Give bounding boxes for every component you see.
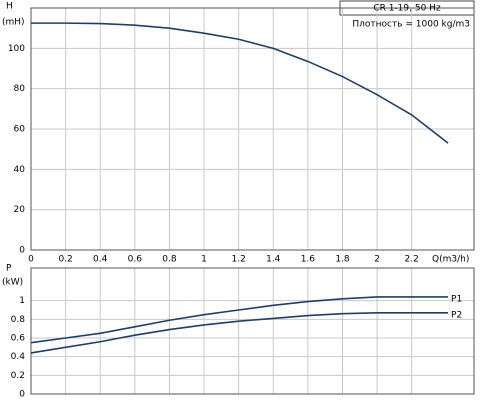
y-axis-unit: (mH) xyxy=(2,18,25,28)
y-tick-label: 0.2 xyxy=(11,371,25,381)
x-tick-label: 0.2 xyxy=(58,255,72,265)
y-tick-label: 0 xyxy=(19,390,25,400)
annotation: CR 1-19, 50 Hz xyxy=(373,4,441,14)
series-label: P1 xyxy=(451,294,462,304)
y-axis-label: P xyxy=(6,264,12,274)
y-axis-label: H xyxy=(6,2,13,12)
y-tick-label: 0.4 xyxy=(11,352,26,362)
x-tick-label: 0.8 xyxy=(162,255,177,265)
y-tick-label: 0.6 xyxy=(11,334,26,344)
y-tick-label: 20 xyxy=(14,205,26,215)
y-tick-label: 0.8 xyxy=(11,315,26,325)
y-axis-unit: (kW) xyxy=(2,278,23,288)
x-tick-label: 2 xyxy=(374,255,380,265)
x-tick-label: 2.2 xyxy=(405,255,419,265)
x-axis-label: Q(m3/h) xyxy=(432,255,469,265)
plot-frame xyxy=(30,267,475,395)
x-tick-label: 1.8 xyxy=(335,255,350,265)
x-tick-label: 0.6 xyxy=(128,255,143,265)
x-tick-label: 1.2 xyxy=(231,255,245,265)
series-line xyxy=(30,312,449,354)
series-line xyxy=(31,22,449,144)
y-tick-label: 80 xyxy=(14,84,26,94)
y-tick-label: 1 xyxy=(19,296,25,306)
x-tick-label: 1.6 xyxy=(301,255,316,265)
annotation: Плотность = 1000 kg/m3 xyxy=(352,20,470,30)
plot-frame xyxy=(30,7,475,251)
series-label: P2 xyxy=(451,310,462,320)
y-tick-label: 100 xyxy=(8,44,25,54)
y-tick-label: 0 xyxy=(19,246,25,256)
x-tick-label: 1 xyxy=(201,255,207,265)
y-tick-label: 40 xyxy=(14,165,26,175)
series-line xyxy=(30,296,449,344)
x-tick-label: 0 xyxy=(28,255,34,265)
x-tick-label: 0.4 xyxy=(93,255,108,265)
y-tick-label: 60 xyxy=(14,125,26,135)
x-tick-label: 1.4 xyxy=(266,255,281,265)
